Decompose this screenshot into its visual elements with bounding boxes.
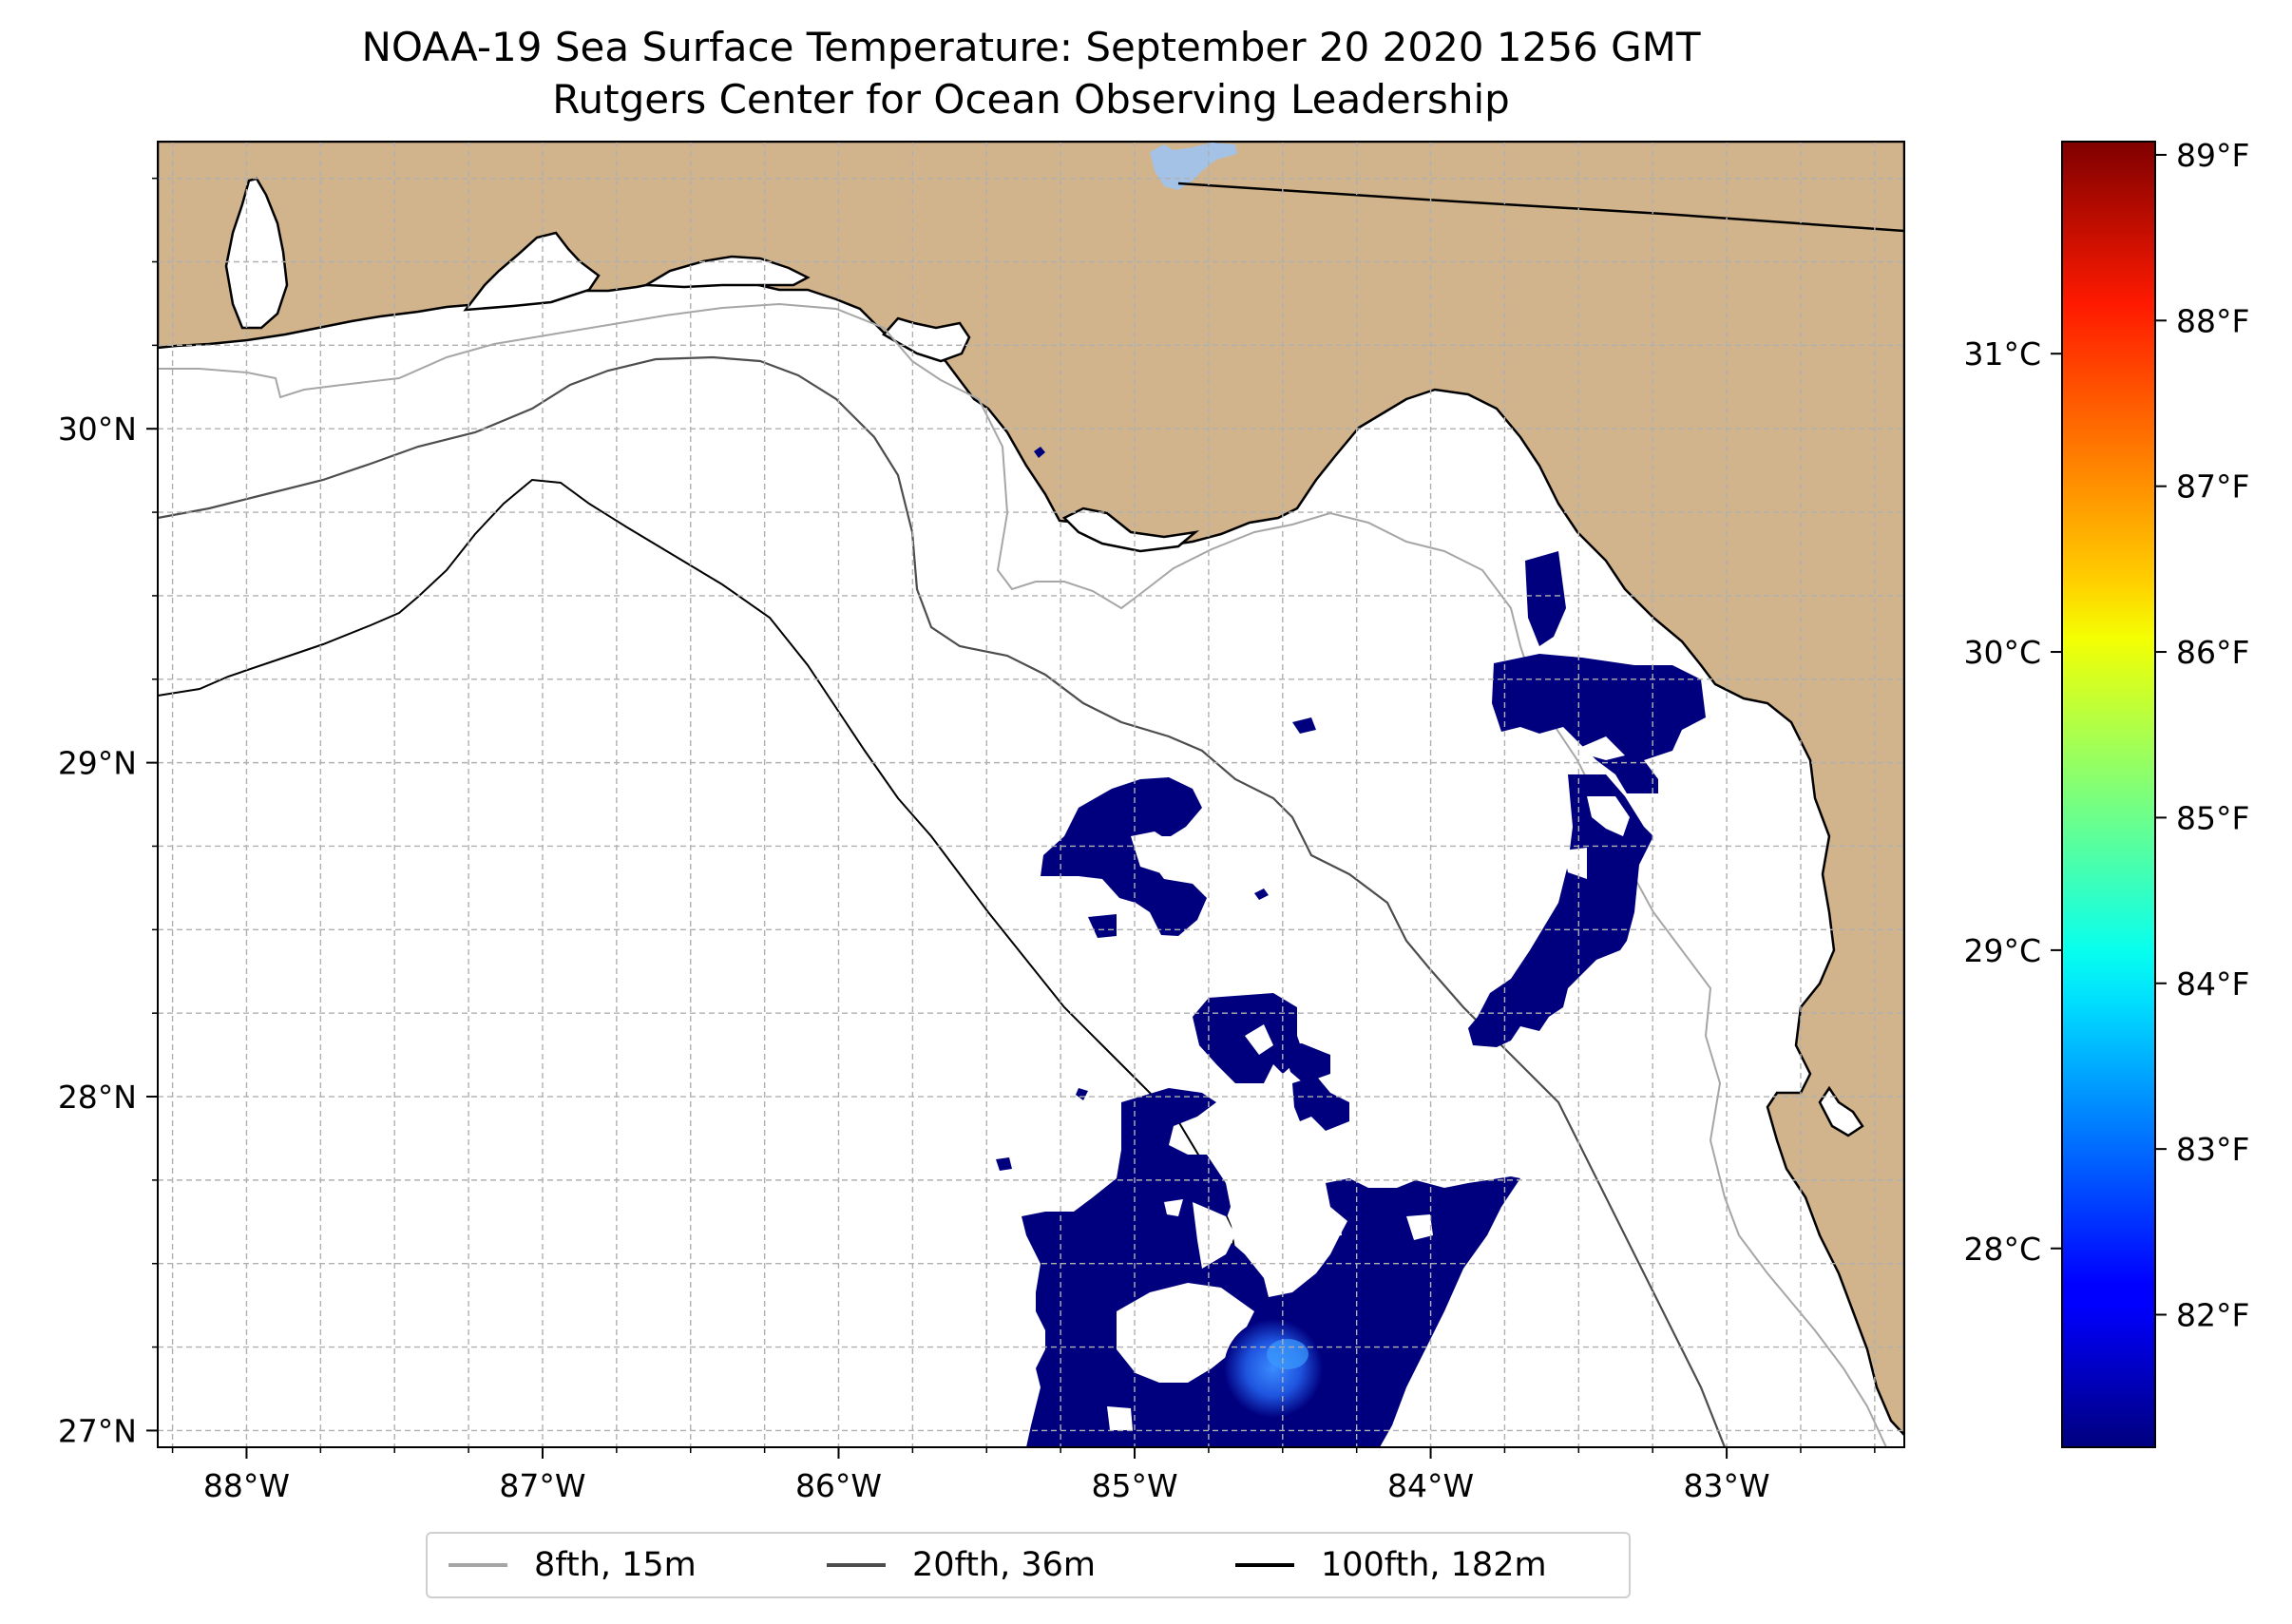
y-tick-label: 28°N bbox=[58, 1079, 137, 1116]
colorbar-f-tick-label: 82°F bbox=[2176, 1297, 2249, 1334]
sst-gaps bbox=[1107, 736, 1630, 1430]
title-line-2: Rutgers Center for Ocean Observing Leade… bbox=[552, 76, 1510, 123]
colorbar-celsius-ticks: 28°C 29°C 30°C 31°C bbox=[1963, 335, 2062, 1268]
contour-8fth bbox=[158, 302, 1887, 1447]
map-gridlines bbox=[158, 142, 1904, 1447]
colorbar-c-tick-label: 30°C bbox=[1963, 634, 2041, 671]
warm-sst-patch bbox=[1224, 1319, 1323, 1418]
x-tick-label: 87°W bbox=[499, 1467, 585, 1504]
legend-item-100fth: 100fth, 182m bbox=[1235, 1534, 1547, 1596]
contour-100fth bbox=[158, 478, 1265, 1447]
map-area bbox=[158, 142, 1904, 1447]
mobile-bay bbox=[224, 177, 289, 330]
colorbar-f-tick-label: 85°F bbox=[2176, 799, 2249, 836]
land-mass bbox=[158, 142, 1904, 1437]
colorbar-c-tick-label: 31°C bbox=[1963, 335, 2041, 373]
colorbar-c-tick-label: 28°C bbox=[1963, 1231, 2041, 1268]
st-andrew-bay bbox=[882, 316, 971, 363]
x-tick-label: 83°W bbox=[1684, 1467, 1770, 1504]
warm-sst-patch-core bbox=[1267, 1339, 1308, 1369]
legend-swatch-20fth bbox=[827, 1563, 886, 1567]
x-tick-label: 86°W bbox=[795, 1467, 882, 1504]
tampa-bay bbox=[1818, 1085, 1864, 1137]
colorbar-fahrenheit-ticks: 82°F 83°F 84°F 85°F 86°F 87°F 88°F 89°F bbox=[2155, 137, 2249, 1334]
lake-seminole bbox=[1150, 143, 1237, 190]
y-tick-label: 27°N bbox=[58, 1412, 137, 1449]
colorbar-f-tick-label: 86°F bbox=[2176, 634, 2249, 671]
legend-swatch-8fth bbox=[449, 1563, 507, 1567]
apalachicola-bay bbox=[1061, 506, 1200, 553]
legend-label-8fth: 8fth, 15m bbox=[534, 1546, 697, 1584]
legend-label-20fth: 20fth, 36m bbox=[912, 1546, 1097, 1584]
colorbar-f-tick-label: 84°F bbox=[2176, 965, 2249, 1003]
x-tick-label: 88°W bbox=[203, 1467, 290, 1504]
legend-item-20fth: 20fth, 36m bbox=[827, 1534, 1096, 1596]
depth-contour-legend: 8fth, 15m 20fth, 36m 100fth, 182m bbox=[426, 1532, 1631, 1598]
x-tick-label: 84°W bbox=[1387, 1467, 1474, 1504]
y-tick-label: 30°N bbox=[58, 411, 137, 448]
state-border bbox=[1177, 182, 1904, 233]
colorbar-f-tick-label: 89°F bbox=[2176, 137, 2249, 174]
x-axis-ticks: 88°W 87°W 86°W 85°W 84°W 83°W bbox=[171, 1447, 1876, 1504]
contour-20fth bbox=[158, 355, 1727, 1447]
legend-swatch-100fth bbox=[1235, 1563, 1294, 1567]
legend-label-100fth: 100fth, 182m bbox=[1321, 1546, 1547, 1584]
colorbar-f-tick-label: 88°F bbox=[2176, 302, 2249, 339]
choctawhatchee-bay bbox=[641, 255, 811, 289]
x-tick-label: 85°W bbox=[1091, 1467, 1177, 1504]
title-line-1: NOAA-19 Sea Surface Temperature: Septemb… bbox=[361, 24, 1700, 70]
colorbar-f-tick-label: 87°F bbox=[2176, 468, 2249, 506]
legend-item-8fth: 8fth, 15m bbox=[449, 1534, 697, 1596]
colorbar-c-tick-label: 29°C bbox=[1963, 932, 2041, 969]
colorbar bbox=[2061, 141, 2156, 1448]
y-tick-label: 29°N bbox=[58, 745, 137, 782]
pensacola-bay bbox=[463, 231, 601, 312]
map-frame bbox=[157, 141, 1905, 1448]
colorbar-f-tick-label: 83°F bbox=[2176, 1131, 2249, 1168]
y-axis-ticks: 27°N 28°N 29°N 30°N bbox=[58, 177, 158, 1449]
